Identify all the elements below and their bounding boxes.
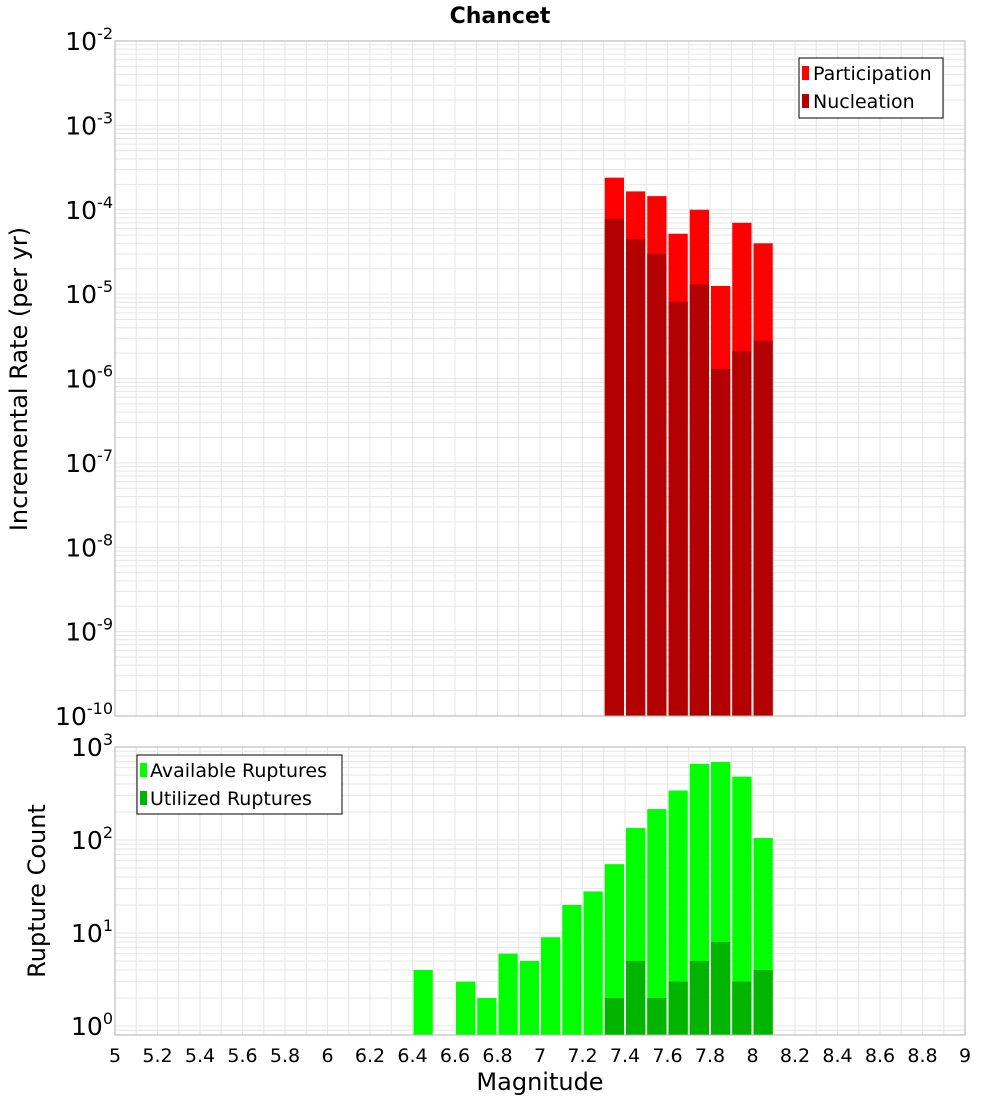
- legend-swatch-nucleation: [802, 94, 809, 108]
- bottom-plot-frame: [114, 746, 966, 1036]
- available-ruptures-bar: [732, 776, 752, 1035]
- top-legend: Participation Nucleation: [798, 57, 944, 119]
- nucleation-bar: [689, 284, 709, 716]
- y-tick-label: 10-10: [55, 699, 113, 731]
- top-plot-frame: [114, 40, 966, 717]
- x-tick-label: 8.8: [907, 1045, 937, 1067]
- y-tick-label: 101: [71, 916, 113, 948]
- top-grid: [114, 40, 966, 717]
- utilized-ruptures-bar: [604, 997, 624, 1035]
- legend-swatch-utilized: [140, 791, 147, 805]
- available-ruptures-bar: [647, 809, 667, 1035]
- x-axis-label: Magnitude: [476, 1068, 603, 1096]
- available-ruptures-bar: [456, 981, 476, 1035]
- x-tick-label: 6.2: [355, 1045, 385, 1067]
- x-tick-label: 7.6: [652, 1045, 682, 1067]
- utilized-ruptures-bar: [689, 960, 709, 1035]
- chart-title: Chancet: [450, 4, 551, 29]
- y-tick-label: 10-6: [65, 362, 113, 394]
- utilized-ruptures-bar: [732, 981, 752, 1035]
- top-y-axis-label: Incremental Rate (per yr): [5, 227, 33, 531]
- nucleation-bar: [626, 239, 646, 716]
- x-tick-label: 6.8: [482, 1045, 512, 1067]
- y-tick-label: 10-9: [65, 615, 113, 647]
- x-tick-label: 5.2: [142, 1045, 172, 1067]
- x-tick-label: 7.8: [695, 1045, 725, 1067]
- nucleation-bar: [753, 340, 773, 716]
- utilized-ruptures-bar: [668, 981, 688, 1035]
- bottom-bars: [413, 761, 773, 1035]
- top-y-tick-labels: 10-10 10-9 10-8 10-7 10-6 10-5 10-4 10-3 10-2: [55, 24, 113, 731]
- x-tick-label: 6.4: [397, 1045, 427, 1067]
- legend-label-participation: Participation: [813, 63, 932, 85]
- y-tick-label: 10-2: [65, 24, 113, 56]
- y-tick-label: 100: [71, 1009, 113, 1041]
- utilized-ruptures-bar: [626, 960, 646, 1035]
- x-tick-label: 5.6: [227, 1045, 257, 1067]
- x-tick-label: 8.6: [865, 1045, 895, 1067]
- y-tick-label: 103: [71, 730, 113, 762]
- available-ruptures-bar: [562, 904, 582, 1035]
- available-ruptures-bar: [541, 937, 561, 1035]
- y-tick-label: 10-7: [65, 446, 113, 478]
- x-tick-label: 7.2: [567, 1045, 597, 1067]
- utilized-ruptures-bar: [753, 969, 773, 1035]
- x-tick-label: 8: [746, 1045, 758, 1067]
- x-tick-label: 8.2: [780, 1045, 810, 1067]
- available-ruptures-bar: [519, 960, 539, 1035]
- nucleation-bar: [711, 368, 731, 716]
- available-ruptures-bar: [477, 997, 497, 1035]
- legend-swatch-participation: [802, 66, 809, 80]
- x-tick-label: 6: [321, 1045, 333, 1067]
- y-tick-label: 10-5: [65, 277, 113, 309]
- x-tick-label: 8.4: [822, 1045, 852, 1067]
- legend-label-utilized: Utilized Ruptures: [150, 788, 312, 810]
- nucleation-bar: [604, 218, 624, 716]
- x-tick-label: 7.4: [610, 1045, 640, 1067]
- y-tick-label: 102: [71, 823, 113, 855]
- legend-label-nucleation: Nucleation: [813, 91, 915, 113]
- x-tick-label: 9: [959, 1045, 971, 1067]
- top-panel: 10-10 10-9 10-8 10-7 10-6 10-5 10-4 10-3 10-2 In…: [5, 24, 966, 731]
- available-ruptures-bar: [498, 953, 518, 1035]
- bottom-legend-box: [136, 754, 343, 815]
- utilized-ruptures-bar: [711, 942, 731, 1035]
- available-ruptures-bar: [668, 790, 688, 1035]
- legend-label-available: Available Ruptures: [150, 760, 327, 782]
- top-bars: [604, 177, 773, 717]
- nucleation-bar: [732, 351, 752, 716]
- x-tick-label: 7: [534, 1045, 546, 1067]
- y-tick-label: 10-3: [65, 108, 113, 140]
- nucleation-bar: [647, 253, 667, 716]
- nucleation-bar: [668, 301, 688, 716]
- y-tick-label: 10-8: [65, 530, 113, 562]
- top-legend-box: [798, 57, 944, 119]
- y-tick-label: 10-4: [65, 193, 113, 225]
- bottom-y-tick-labels: 100 101 102 103: [71, 730, 113, 1041]
- bottom-panel: 100 101 102 103 5 5.2 5.4 5.6 5.8 6 6.2 6.4 6.6 6.8 7…: [23, 730, 971, 1096]
- legend-swatch-available: [140, 763, 147, 777]
- available-ruptures-bar: [583, 891, 603, 1035]
- x-tick-labels: 5 5.2 5.4 5.6 5.8 6 6.2 6.4 6.6 6.8 7 7.2 7.4 7.6 7.8 8…: [109, 1045, 971, 1067]
- x-tick-label: 5: [109, 1045, 121, 1067]
- x-tick-label: 5.8: [270, 1045, 300, 1067]
- utilized-ruptures-bar: [647, 997, 667, 1035]
- bottom-y-axis-label: Rupture Count: [23, 804, 51, 978]
- available-ruptures-bar: [604, 864, 624, 1035]
- x-tick-label: 5.4: [185, 1045, 215, 1067]
- bottom-legend: Available Ruptures Utilized Ruptures: [136, 754, 343, 815]
- available-ruptures-bar: [413, 969, 433, 1035]
- x-tick-label: 6.6: [440, 1045, 470, 1067]
